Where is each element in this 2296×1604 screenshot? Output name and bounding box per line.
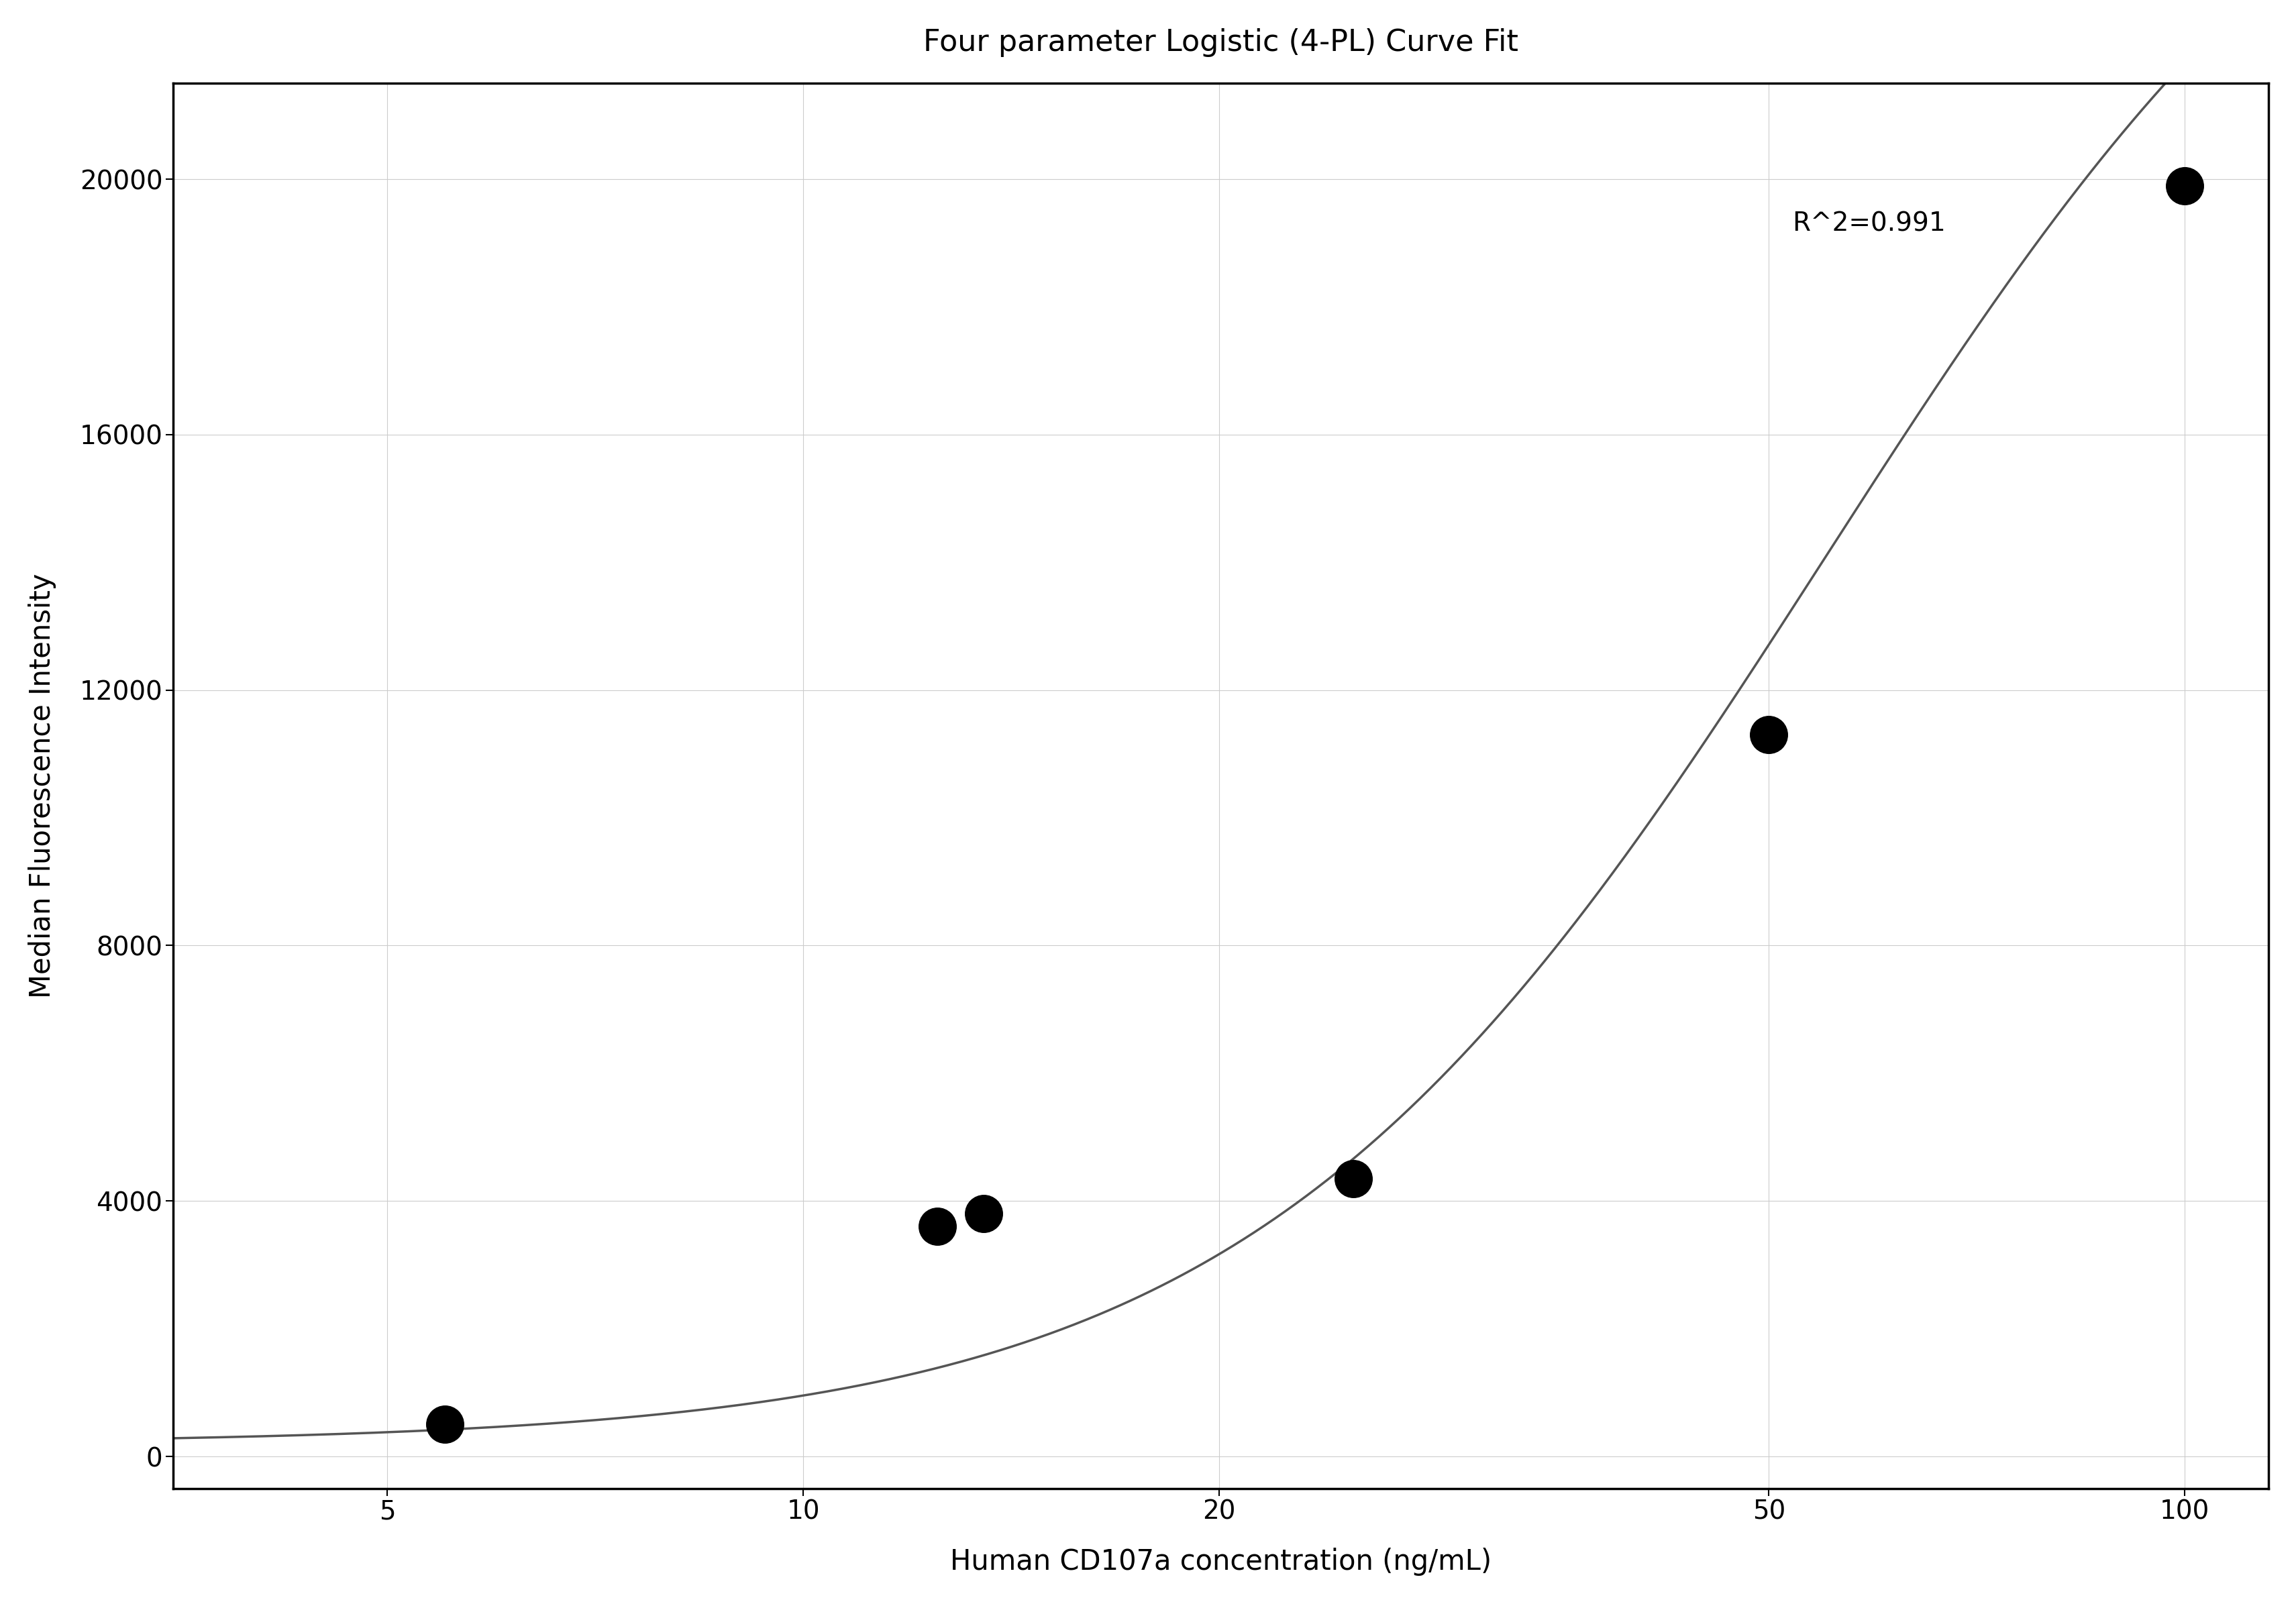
Point [427, 1412, 464, 1437]
Point [964, 1201, 1001, 1227]
Point [918, 1214, 955, 1240]
Text: R^2=0.991: R^2=0.991 [1791, 212, 1945, 237]
Point [1750, 722, 1786, 747]
Point [1334, 1166, 1371, 1192]
Title: Four parameter Logistic (4-PL) Curve Fit: Four parameter Logistic (4-PL) Curve Fit [923, 27, 1518, 56]
Y-axis label: Median Fluorescence Intensity: Median Fluorescence Intensity [28, 573, 55, 998]
X-axis label: Human CD107a concentration (ng/mL): Human CD107a concentration (ng/mL) [951, 1548, 1492, 1577]
Point [2165, 173, 2202, 199]
